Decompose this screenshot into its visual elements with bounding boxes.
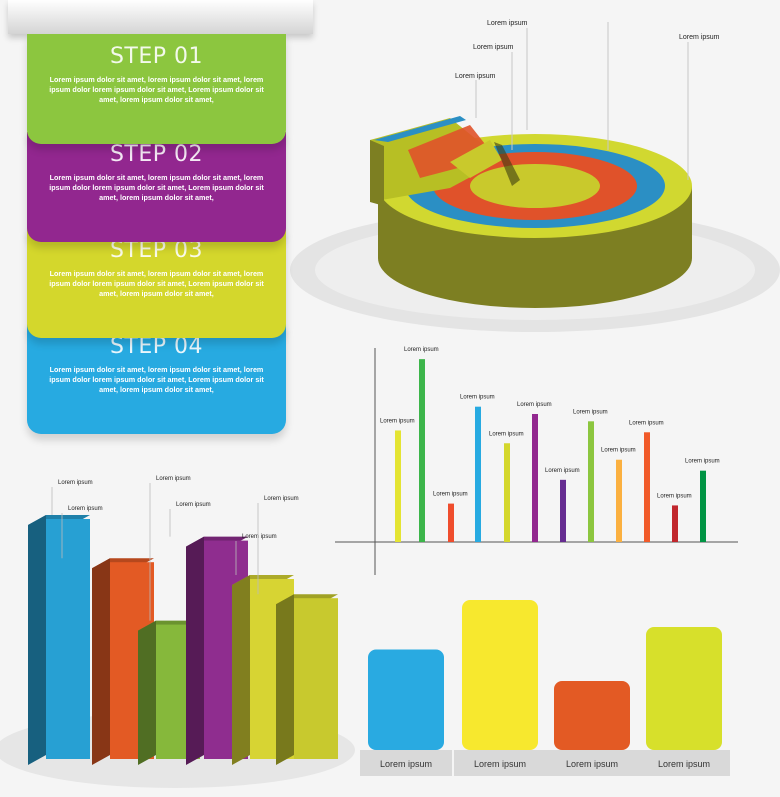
pill-label-box — [546, 750, 638, 776]
thin-bar — [644, 432, 650, 542]
pill-bar-label: Lorem ipsum — [380, 759, 432, 769]
ring-chart: Lorem ipsum Lorem ipsum Lorem ipsum Lore… — [290, 20, 780, 332]
cube-side — [276, 594, 294, 765]
thin-bar — [448, 503, 454, 542]
pill-bar — [554, 681, 630, 750]
thin-bar — [475, 406, 481, 542]
thin-bar-label: Lorem ipsum — [404, 347, 439, 353]
cube-side — [92, 558, 110, 765]
cube-bar-label: Lorem ipsum — [242, 534, 277, 540]
cube-side — [186, 536, 204, 765]
thin-bar-label: Lorem ipsum — [545, 468, 580, 474]
thin-bar-label: Lorem ipsum — [601, 448, 636, 454]
step-card-1: STEP 01 Lorem ipsum dolor sit amet, lorem… — [27, 34, 286, 144]
thin-bar-label: Lorem ipsum — [489, 431, 524, 437]
thin-bar — [532, 414, 538, 542]
cube-bar-chart: Lorem ipsum Lorem ipsum Lorem ipsum Lorem i… — [0, 476, 355, 788]
thin-bar — [419, 359, 425, 542]
thin-bar — [560, 479, 566, 542]
thin-bar-label: Lorem ipsum — [517, 402, 552, 408]
step-card-3: STEP 03 Lorem ipsum dolor sit amet, lorem… — [27, 228, 286, 338]
step-title: STEP 01 — [109, 44, 204, 69]
thin-bar — [700, 470, 706, 542]
pill-label-box — [360, 750, 452, 776]
thin-bar-label: Lorem ipsum — [685, 459, 720, 465]
ring-label-1: Lorem ipsum — [487, 20, 528, 27]
cube-bar — [294, 598, 338, 759]
thin-bar-label: Lorem ipsum — [433, 492, 468, 498]
cube-side — [138, 620, 156, 765]
pill-bar — [462, 600, 538, 750]
ring-label-4: Lorem ipsum — [679, 34, 720, 41]
pill-bar — [646, 627, 722, 750]
cube-bar-label: Lorem ipsum — [176, 502, 211, 508]
thin-bar — [588, 421, 594, 542]
cube-bar-label: Lorem ipsum — [68, 506, 103, 512]
ring-label-2: Lorem ipsum — [473, 44, 514, 51]
steps-header-tab — [8, 0, 313, 34]
step-card-4: STEP 04 Lorem ipsum dolor sit amet, lorem… — [27, 324, 286, 434]
cube-bar-label: Lorem ipsum — [58, 480, 93, 486]
thin-bar-label: Lorem ipsum — [657, 493, 692, 499]
ring-center — [470, 164, 600, 208]
step-text: Lorem ipsum dolor sit amet, lorem ipsum … — [49, 75, 264, 104]
step-text: Lorem ipsum dolor sit amet, lorem ipsum … — [49, 269, 264, 298]
pill-bar-label: Lorem ipsum — [474, 759, 526, 769]
pill-bar-label: Lorem ipsum — [566, 759, 618, 769]
step-title: STEP 02 — [109, 142, 204, 167]
thin-bar-label: Lorem ipsum — [573, 409, 608, 415]
thin-bar-label: Lorem ipsum — [629, 420, 664, 426]
thin-bar — [395, 430, 401, 542]
thin-bar — [672, 505, 678, 542]
step-card-2: STEP 02 Lorem ipsum dolor sit amet, lorem… — [27, 132, 286, 242]
cube-bar — [46, 519, 90, 759]
step-text: Lorem ipsum dolor sit amet, lorem ipsum … — [49, 365, 264, 394]
cube-bar-label: Lorem ipsum — [264, 496, 299, 502]
cube-side — [232, 575, 250, 765]
pill-label-box — [638, 750, 730, 776]
pill-label-box — [454, 750, 546, 776]
thin-bar — [504, 443, 510, 542]
cube-bar-label: Lorem ipsum — [156, 476, 191, 482]
thin-bar-label: Lorem ipsum — [460, 395, 495, 401]
thin-bar — [616, 459, 622, 542]
pill-bar-label: Lorem ipsum — [658, 759, 710, 769]
ring-label-3: Lorem ipsum — [455, 73, 496, 80]
pill-bar — [368, 649, 444, 750]
thin-bar-chart: Lorem ipsum Lorem ipsum Lorem ipsum Lorem i… — [335, 347, 738, 575]
step-title: STEP 04 — [109, 334, 204, 359]
thin-bar-label: Lorem ipsum — [380, 418, 415, 424]
pill-bar-chart: Lorem ipsum Lorem ipsum Lorem ipsum Lorem i… — [360, 600, 730, 776]
step-text: Lorem ipsum dolor sit amet, lorem ipsum … — [49, 173, 264, 202]
step-title: STEP 03 — [109, 238, 204, 263]
cube-side — [28, 515, 46, 765]
